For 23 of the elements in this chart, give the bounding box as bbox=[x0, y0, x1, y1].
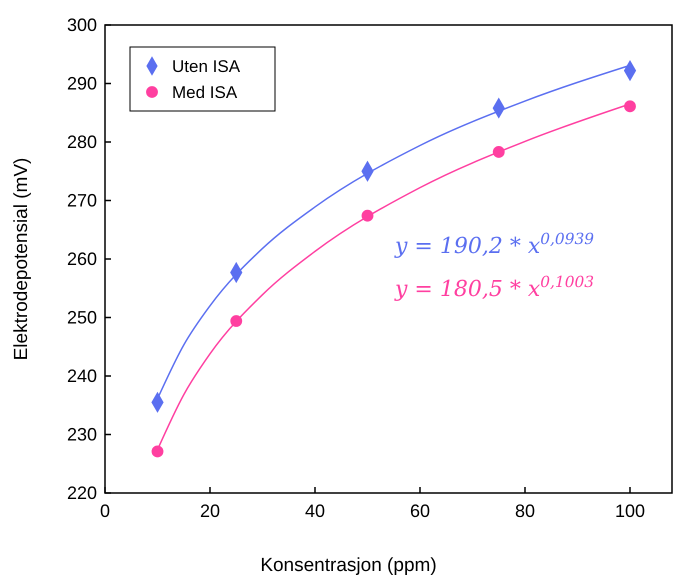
y-tick-label: 260 bbox=[66, 249, 97, 269]
y-tick-label: 270 bbox=[66, 190, 97, 210]
legend-label: Uten ISA bbox=[172, 57, 241, 76]
x-tick-label: 20 bbox=[200, 501, 220, 521]
y-tick-label: 240 bbox=[66, 366, 97, 386]
x-axis-title: Konsentrasjon (ppm) bbox=[260, 555, 437, 575]
x-tick-label: 0 bbox=[100, 501, 110, 521]
y-tick-label: 290 bbox=[66, 74, 97, 94]
x-tick-label: 60 bbox=[410, 501, 430, 521]
annotation: y = 190,2 * x$^{0,0939}$ bbox=[394, 230, 594, 259]
y-tick-label: 280 bbox=[66, 132, 97, 152]
y-tick-label: 250 bbox=[66, 308, 97, 328]
y-tick-label: 230 bbox=[66, 424, 97, 444]
point bbox=[152, 446, 164, 458]
x-tick-label: 80 bbox=[514, 501, 536, 521]
x-tick-label: 100 bbox=[614, 501, 646, 521]
y-tick-label: 220 bbox=[66, 483, 97, 503]
y-axis-title: Elektrodepotensial (mV) bbox=[11, 158, 32, 360]
legend-label: Med ISA bbox=[172, 83, 238, 102]
x-tick-label: 40 bbox=[304, 501, 326, 521]
annotation: y = 180,5 * x$^{0,1003}$ bbox=[394, 273, 594, 302]
y-tick-label: 300 bbox=[66, 15, 97, 35]
point bbox=[624, 100, 636, 112]
